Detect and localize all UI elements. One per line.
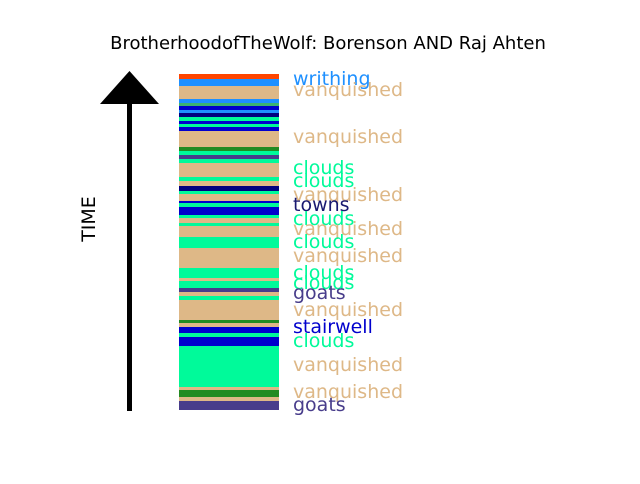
timeline-band [179,181,279,186]
timeline-band [179,346,279,387]
band-label: vanquished [293,184,403,206]
timeline-band [179,103,279,106]
timeline-band [179,300,279,320]
band-label: vanquished [293,299,403,321]
timeline-band [179,74,279,79]
timeline-band [179,268,279,278]
band-label: vanquished [293,354,403,376]
band-label: vanquished [293,218,403,240]
timeline-band [179,159,279,163]
timeline-band [179,226,279,237]
band-label: clouds [293,170,354,192]
band-labels: writhingvanquishedvanquishedcloudsclouds… [293,68,403,416]
timeline-band [179,296,279,300]
timeline-band [179,110,279,113]
timeline-band [179,218,279,223]
chart-title: BrotherhoodofTheWolf: Borenson AND Raj A… [110,33,546,54]
timeline-band [179,92,279,99]
timeline-band [179,237,279,248]
band-label: writhing [293,68,371,90]
timeline-band [179,186,279,191]
timeline-band [179,191,279,194]
timeline-band [179,401,279,410]
band-label: goats [293,282,346,304]
timeline-band [179,320,279,323]
timeline-band [179,248,279,268]
band-label: vanquished [293,79,403,101]
timeline-band [179,113,279,117]
timeline-band [179,147,279,151]
band-label: stairwell [293,316,373,338]
timeline-band [179,124,279,127]
timeline-band [179,201,279,203]
timeline-band [179,278,279,281]
timeline-band [179,203,279,207]
band-label: clouds [293,231,354,253]
y-axis-label: TIME [78,196,100,243]
band-label: clouds [293,272,354,294]
timeline-band [179,79,279,86]
timeline-band [179,151,279,155]
timeline-band [179,387,279,390]
timeline-band [179,127,279,131]
timeline-band [179,207,279,215]
band-label: vanquished [293,126,403,148]
band-label: towns [293,194,350,216]
timeline-band [179,121,279,124]
timeline-band [179,333,279,337]
timeline-band [179,177,279,181]
band-label: vanquished [293,245,403,267]
time-arrow [100,71,159,411]
timeline-band [179,390,279,397]
color-bands [179,74,279,410]
band-label: clouds [293,157,354,179]
band-label: clouds [293,262,354,284]
timeline-band [179,327,279,333]
timeline-band [179,117,279,121]
timeline-band [179,397,279,401]
timeline-band [179,292,279,296]
timeline-band [179,106,279,110]
band-label: goats [293,394,346,416]
timeline-band [179,337,279,346]
timeline-band [179,215,279,218]
timeline-band [179,194,279,201]
timeline-band [179,223,279,226]
timeline-band [179,86,279,92]
band-label: clouds [293,330,354,352]
timeline-band [179,288,279,292]
timeline-band [179,281,279,288]
timeline-band [179,138,279,147]
band-label: vanquished [293,381,403,403]
time-arrow-head-icon [100,71,159,104]
timeline-band [179,155,279,159]
band-label: clouds [293,208,354,230]
timeline-band [179,99,279,103]
timeline-band [179,323,279,327]
timeline-band [179,163,279,177]
timeline-band [179,131,279,138]
